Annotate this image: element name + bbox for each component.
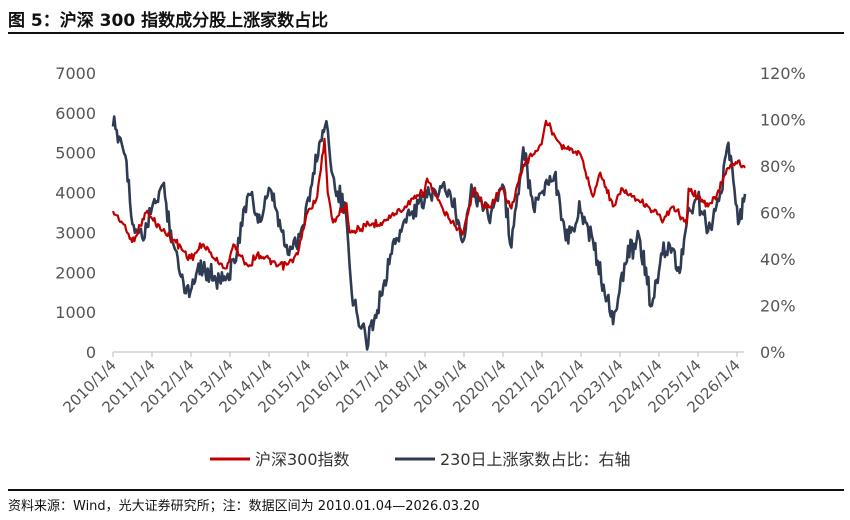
y-left-tick-label: 7000 xyxy=(55,64,96,83)
source-rule xyxy=(8,489,844,491)
y-right-tick-label: 80% xyxy=(760,157,796,176)
y-right-tick-label: 40% xyxy=(760,250,796,269)
legend-label: 沪深300指数 xyxy=(255,450,350,469)
y-left-tick-label: 4000 xyxy=(55,184,96,203)
y-left-tick-label: 2000 xyxy=(55,263,96,282)
y-left-tick-label: 1000 xyxy=(55,303,96,322)
source-note: 资料来源：Wind，光大证券研究所；注：数据区间为 2010.01.04—202… xyxy=(8,499,480,514)
plot-area xyxy=(111,115,747,351)
figure-title: 图 5：沪深 300 指数成分股上涨家数占比 xyxy=(8,11,329,31)
y-right-tick-label: 60% xyxy=(760,204,796,223)
y-right-tick-label: 20% xyxy=(760,297,796,316)
legend-label: 230日上涨家数占比：右轴 xyxy=(440,450,631,469)
y-axis-right: 0% 20% 40% 60% 80% 100% 120% xyxy=(760,64,806,362)
y-right-tick-label: 120% xyxy=(760,64,806,83)
y-left-tick-label: 0 xyxy=(86,343,96,362)
y-left-tick-label: 3000 xyxy=(55,223,96,242)
y-right-tick-label: 100% xyxy=(760,111,806,130)
y-left-tick-label: 5000 xyxy=(55,144,96,163)
series-line xyxy=(111,119,746,271)
y-axis-left: 0 1000 2000 3000 4000 5000 6000 7000 xyxy=(55,64,96,362)
title-rule xyxy=(8,32,844,34)
x-axis: 2010/1/42011/1/42012/1/42013/1/42014/1/4… xyxy=(59,352,744,416)
series-line xyxy=(111,115,747,351)
y-right-tick-label: 0% xyxy=(760,343,785,362)
y-left-tick-label: 6000 xyxy=(55,104,96,123)
legend: 沪深300指数 230日上涨家数占比：右轴 xyxy=(210,450,631,469)
